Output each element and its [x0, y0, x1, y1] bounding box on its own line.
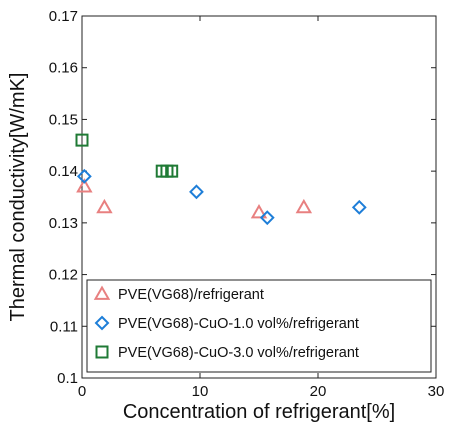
y-tick-label: 0.17	[49, 8, 78, 25]
triangle-point	[96, 198, 113, 214]
legend-entry-label: PVE(VG68)-CuO-3.0 vol%/refrigerant	[118, 345, 359, 361]
square-point	[75, 133, 89, 147]
x-axis-ticks: 0 10 20 30	[78, 16, 445, 400]
legend-diamond-marker	[94, 315, 110, 331]
x-tick-label: 20	[310, 383, 327, 400]
y-tick-label: 0.13	[49, 215, 78, 232]
triangle-point	[295, 198, 313, 214]
legend-box	[86, 279, 432, 373]
x-tick-label: 10	[192, 383, 209, 400]
y-axis-label: Thermal conductivity[W/mK]	[7, 73, 29, 322]
diamond-point	[76, 168, 92, 184]
y-tick-label: 0.15	[49, 111, 78, 128]
legend: PVE(VG68)/refrigerant PVE(VG68)-CuO-1.0 v…	[86, 279, 432, 373]
x-axis-label: Concentration of refrigerant[%]	[123, 401, 395, 423]
y-tick-label: 0.14	[49, 163, 78, 180]
y-tick-label: 0.11	[50, 318, 78, 335]
diamond-point	[189, 184, 204, 200]
legend-entry-label: PVE(VG68)/refrigerant	[118, 287, 264, 303]
triangle-point	[250, 203, 268, 219]
legend-triangle-marker	[93, 285, 111, 300]
x-tick-label: 30	[428, 383, 445, 400]
y-axis-ticks: 0.1 0.11 0.12 0.13 0.14 0.15 0.16 0.17	[49, 8, 436, 387]
diamond-point	[259, 210, 275, 226]
y-tick-label: 0.12	[49, 267, 78, 284]
legend-square-marker	[95, 345, 109, 359]
legend-entry-label: PVE(VG68)-CuO-1.0 vol%/refrigerant	[118, 316, 359, 332]
data-points	[75, 133, 367, 226]
diamond-point	[351, 199, 367, 215]
square-point	[165, 164, 179, 178]
triangle-point	[76, 178, 93, 193]
y-tick-label: 0.16	[49, 60, 78, 77]
y-tick-label: 0.1	[57, 370, 78, 387]
x-tick-label: 0	[78, 383, 86, 400]
